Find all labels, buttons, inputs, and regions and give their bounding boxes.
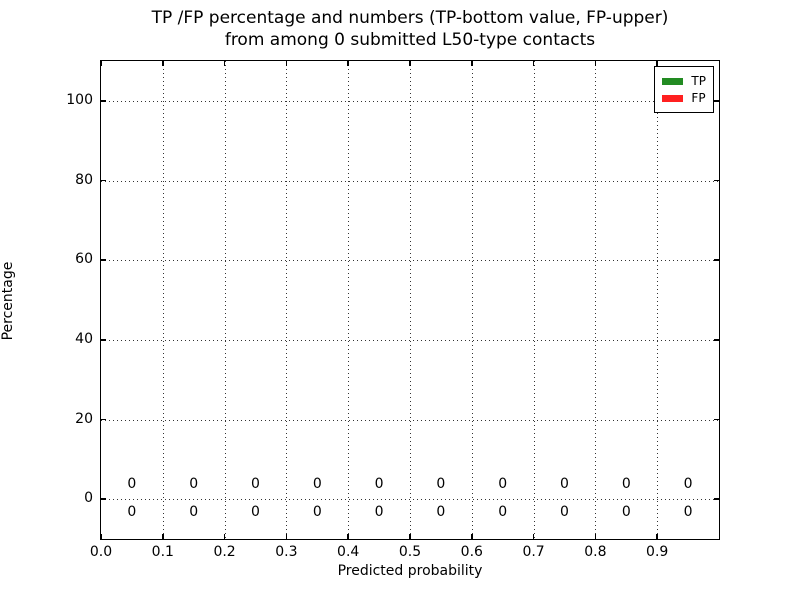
x-tick-mark-top [347,61,349,66]
legend-swatch-tp [662,77,684,85]
x-tick-mark-top [162,61,164,66]
gridline-vertical [348,61,350,539]
count-label-fp-upper-counts: 0 [312,476,322,493]
gridline-horizontal [101,499,719,501]
count-label-fp-upper-counts: 0 [127,476,137,493]
x-tick-mark [532,534,535,539]
legend: TP FP [654,66,714,113]
x-tick-mark-top [285,61,288,66]
y-tick-mark [101,498,106,500]
plot-area: TP FP 0 0 0 0 0 0 0 0 0 0 0 0 0 0 0 0 0 0 0 0 [100,60,720,540]
y-tick-mark-right [714,339,719,341]
gridline-vertical [410,61,411,539]
chart-title-line1: TP /FP percentage and numbers (TP-bottom… [151,8,669,28]
count-label-fp-upper-counts: 0 [374,476,384,493]
count-label-tp-bottom-counts: 0 [251,504,260,521]
count-label-tp-bottom-counts: 0 [560,504,569,521]
x-tick-label: 0.2 [213,544,236,560]
count-label-fp-upper-counts: 0 [560,476,569,493]
count-label-fp-upper-counts: 0 [189,476,199,493]
y-tick-mark-right [714,498,719,500]
y-axis-label: Percentage [0,261,16,341]
y-tick-mark-right [714,418,719,421]
count-label-fp-upper-counts: 0 [436,476,446,493]
y-tick-mark [101,179,106,182]
gridline-horizontal [101,339,719,341]
x-tick-mark [100,534,102,539]
x-tick-mark [656,534,658,539]
x-tick-mark [347,534,349,539]
gridline-horizontal [101,180,719,182]
y-tick-mark-right [714,179,719,182]
x-tick-mark-top [594,61,597,66]
x-tick-mark-top [223,61,226,66]
chart-title-line2: from among 0 submitted L50-type contacts [224,30,596,50]
count-label-tp-bottom-counts: 0 [374,504,384,521]
y-tick-mark [101,259,106,261]
count-label-fp-upper-counts: 0 [683,476,693,493]
gridline-vertical [533,61,535,539]
y-tick-label: 80 [75,171,93,188]
x-tick-mark-top [471,61,473,66]
gridline-vertical [162,61,164,539]
x-tick-mark [409,534,411,539]
legend-label-fp: FP [691,91,706,105]
legend-entry-tp: TP [662,74,706,88]
legend-entry-fp: FP [662,91,706,105]
legend-swatch-fp [662,94,684,102]
x-tick-mark [223,534,226,539]
count-label-tp-bottom-counts: 0 [312,504,322,521]
y-tick-label: 100 [66,91,93,108]
y-tick-mark-right [714,259,719,261]
y-tick-mark [101,339,106,341]
x-tick-label: 0.8 [584,544,607,560]
count-label-tp-bottom-counts: 0 [683,504,693,521]
x-tick-mark [162,534,164,539]
count-label-tp-bottom-counts: 0 [436,504,446,521]
count-label-tp-bottom-counts: 0 [498,504,508,521]
y-tick-mark [101,418,106,421]
count-label-tp-bottom-counts: 0 [621,504,631,521]
x-tick-mark-top [409,61,411,66]
chart-title: TP /FP percentage and numbers (TP-bottom… [100,7,720,51]
count-label-fp-upper-counts: 0 [251,476,260,493]
x-tick-mark-top [656,61,658,66]
x-tick-mark-top [100,61,102,66]
x-tick-label: 0.7 [522,544,545,560]
x-tick-mark [285,534,288,539]
count-label-fp-upper-counts: 0 [621,476,631,493]
gridline-vertical [286,61,288,539]
x-tick-label: 0.0 [89,544,113,560]
gridline-vertical [224,61,226,539]
x-tick-label: 0.1 [151,544,174,560]
count-label-fp-upper-counts: 0 [498,476,508,493]
count-label-tp-bottom-counts: 0 [127,504,137,521]
x-tick-mark [471,534,473,539]
gridline-horizontal [101,260,719,262]
x-tick-label: 0.5 [398,544,422,560]
y-tick-label: 60 [75,251,93,268]
x-tick-mark [594,534,597,539]
y-tick-label: 20 [75,410,93,427]
y-tick-mark-right [714,100,719,102]
count-label-tp-bottom-counts: 0 [189,504,199,521]
gridline-vertical [595,61,597,539]
y-tick-mark [101,100,106,102]
x-tick-label: 0.4 [337,544,360,560]
x-tick-label: 0.3 [275,544,298,560]
gridline-vertical [471,61,473,539]
x-tick-label: 0.9 [646,544,669,560]
y-tick-label: 0 [84,490,93,507]
x-tick-mark-top [532,61,535,66]
gridline-horizontal [101,419,719,421]
x-axis-label: Predicted probability [337,563,483,579]
y-tick-label: 40 [75,330,93,347]
gridline-vertical [657,61,659,539]
legend-label-tp: TP [691,74,706,88]
x-tick-label: 0.6 [460,544,483,560]
gridline-horizontal [101,100,719,102]
